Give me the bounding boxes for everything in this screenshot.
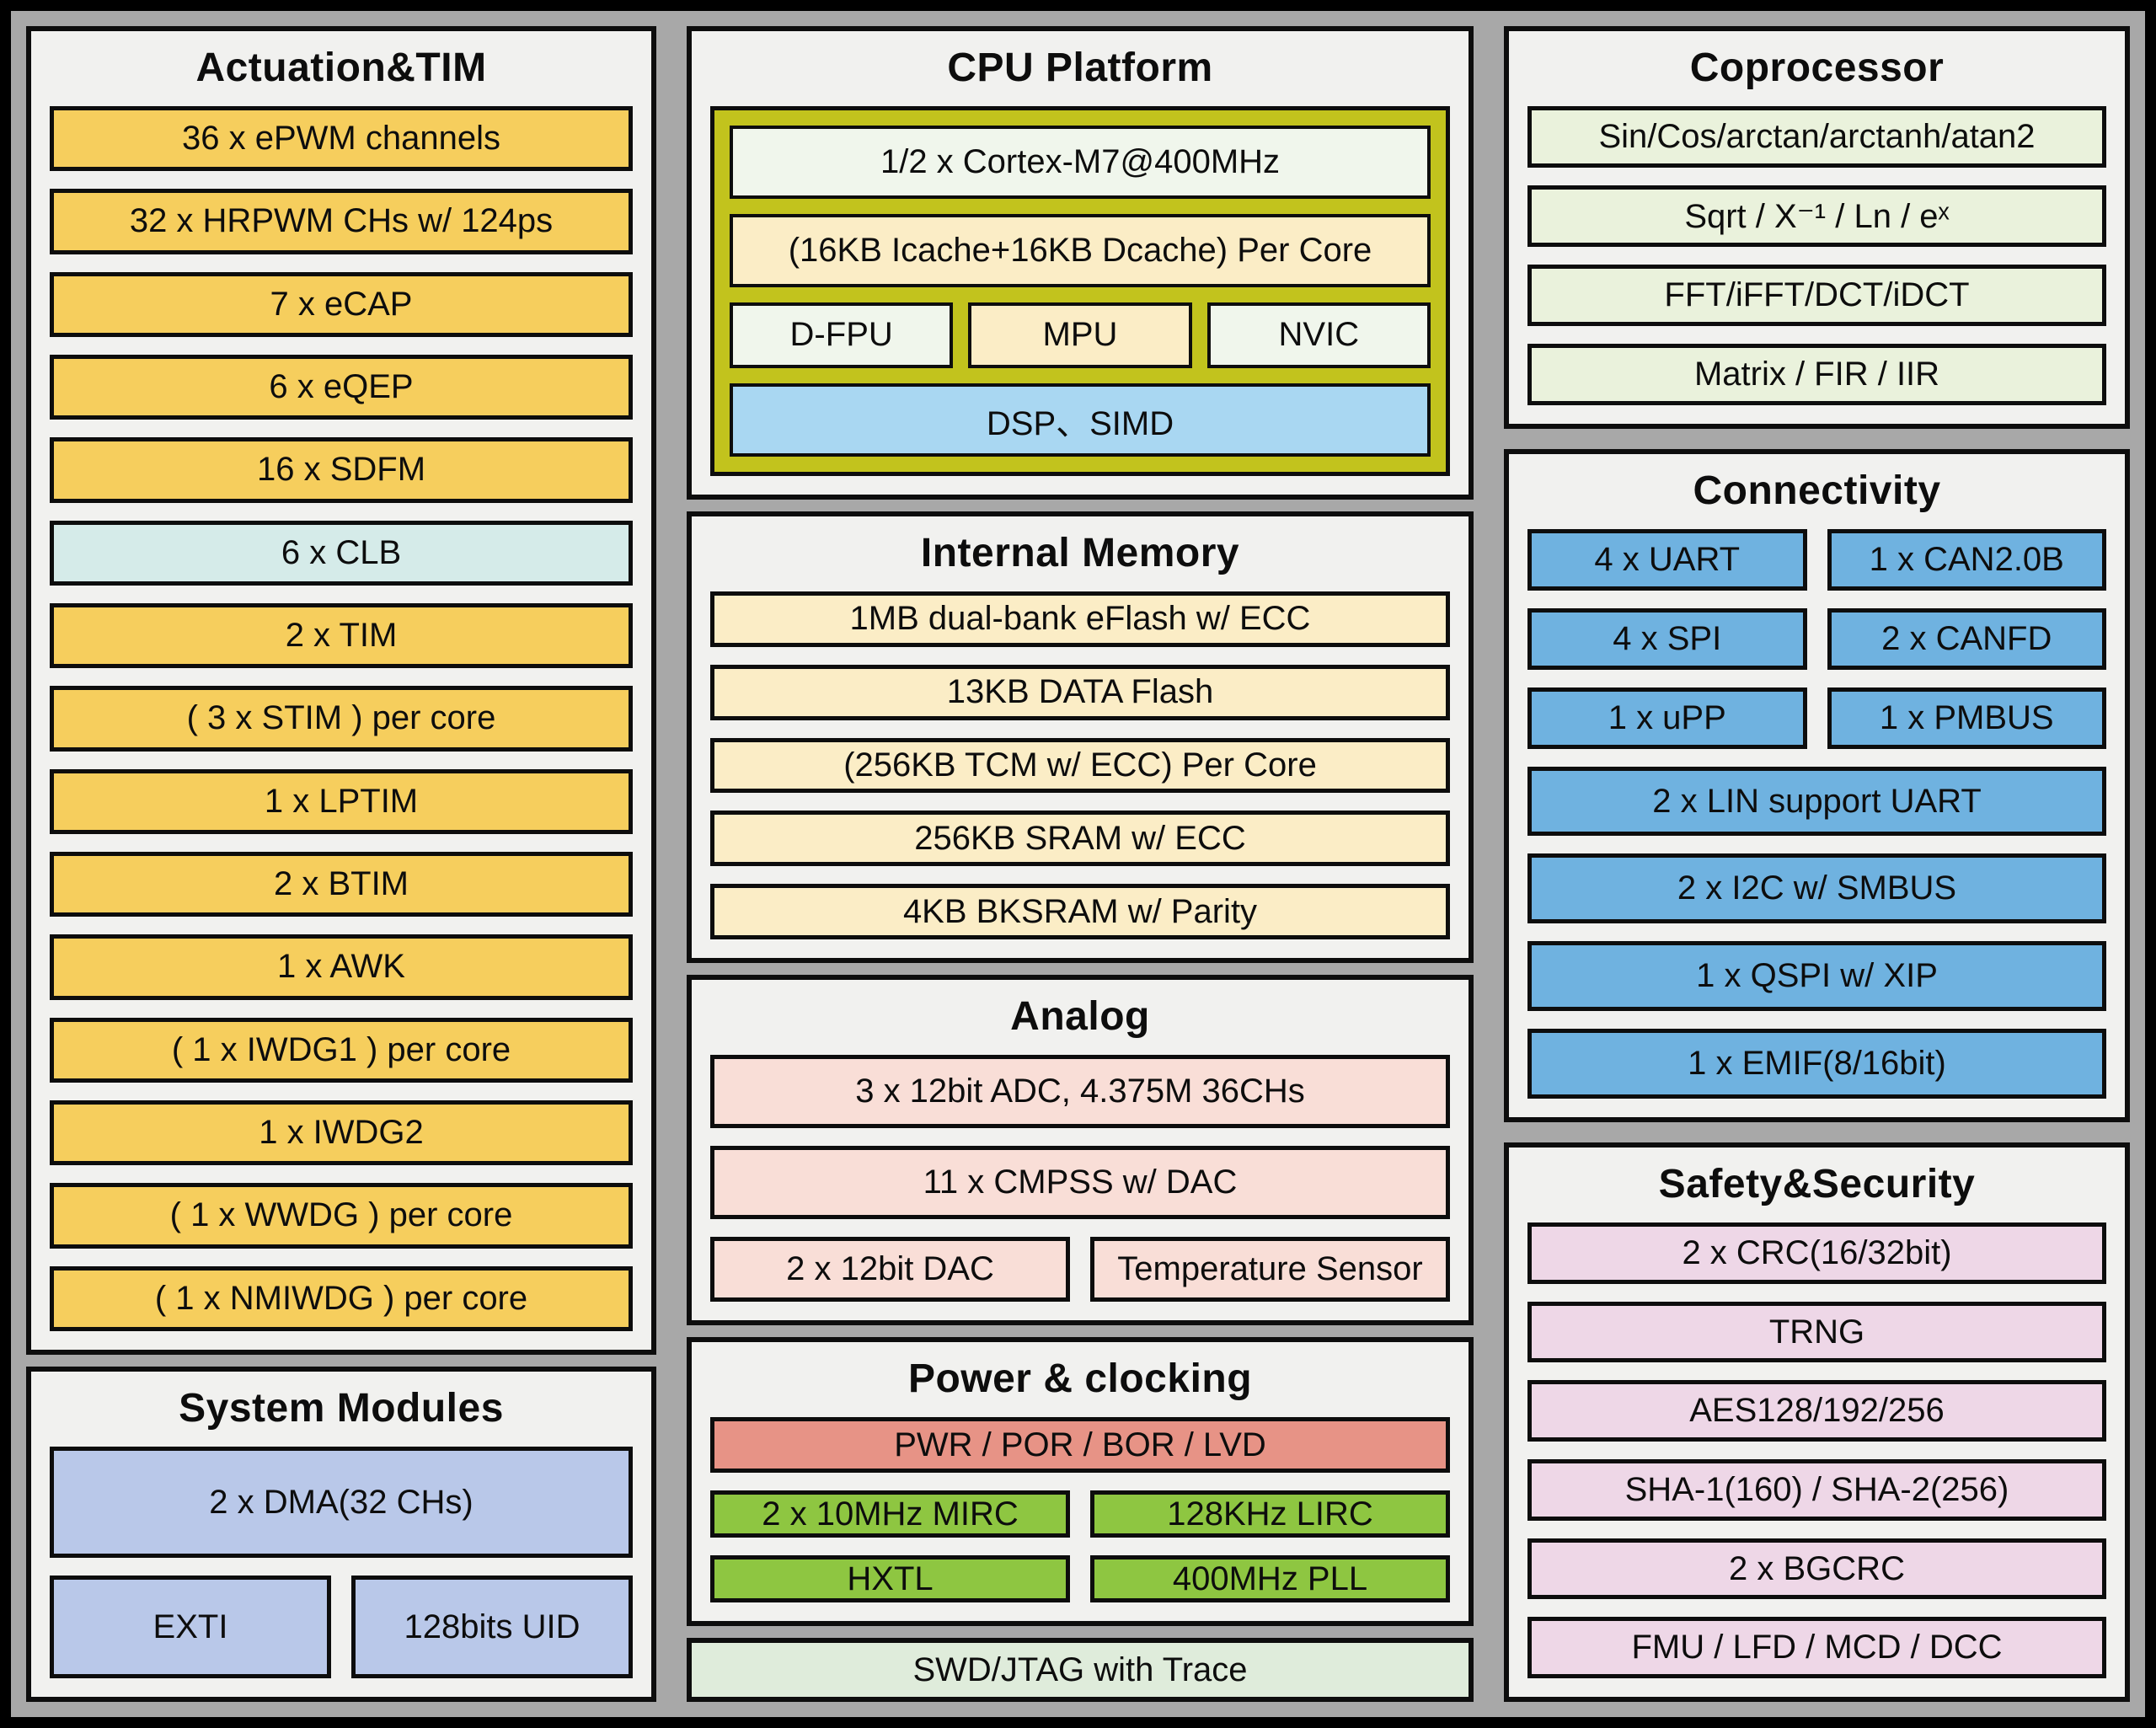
- block-dfpu: D-FPU: [730, 302, 954, 369]
- block-i2c-smbus: 2 x I2C w/ SMBUS: [1527, 853, 2106, 924]
- block-aes: AES128/192/256: [1527, 1380, 2106, 1442]
- block-hrpwm: 32 x HRPWM CHs w/ 124ps: [50, 189, 633, 254]
- power-clocking-rows: PWR / POR / BOR / LVD 2 x 10MHz MIRC 128…: [710, 1417, 1450, 1602]
- block-wwdg: ( 1 x WWDG ) per core: [50, 1183, 633, 1249]
- system-modules-rows: 2 x DMA(32 CHs) EXTI 128bits UID: [50, 1447, 633, 1678]
- block-cache: (16KB Icache+16KB Dcache) Per Core: [730, 213, 1431, 287]
- block-dma: 2 x DMA(32 CHs): [50, 1447, 633, 1558]
- block-matrix-fir-iir: Matrix / FIR / IIR: [1527, 344, 2106, 405]
- panel-coprocessor: Coprocessor Sin/Cos/arctan/arctanh/atan2…: [1504, 26, 2130, 429]
- block-iwdg2: 1 x IWDG2: [50, 1099, 633, 1166]
- block-sram: 256KB SRAM w/ ECC: [710, 811, 1450, 867]
- block-iwdg1: ( 1 x IWDG1 ) per core: [50, 1017, 633, 1083]
- block-fft-dct: FFT/iFFT/DCT/iDCT: [1527, 265, 2106, 326]
- block-awk: 1 x AWK: [50, 934, 633, 1000]
- system-modules-split-row: EXTI 128bits UID: [50, 1576, 633, 1678]
- panel-internal-memory: Internal Memory 1MB dual-bank eFlash w/ …: [687, 511, 1474, 963]
- power-clocking-title: Power & clocking: [907, 1356, 1253, 1401]
- block-uart: 4 x UART: [1527, 529, 1807, 591]
- block-emif: 1 x EMIF(8/16bit): [1527, 1029, 2106, 1099]
- block-sdfm: 16 x SDFM: [50, 437, 633, 503]
- column-right: Coprocessor Sin/Cos/arctan/arctanh/atan2…: [1504, 26, 2130, 1702]
- connectivity-split-row-2: 4 x SPI 2 x CANFD: [1527, 607, 2106, 670]
- coprocessor-title: Coprocessor: [1689, 45, 1945, 90]
- block-pmbus: 1 x PMBUS: [1827, 687, 2106, 749]
- connectivity-split-row-1: 4 x UART 1 x CAN2.0B: [1527, 529, 2106, 591]
- block-lirc: 128KHz LIRC: [1090, 1490, 1450, 1538]
- block-eflash: 1MB dual-bank eFlash w/ ECC: [710, 591, 1450, 647]
- block-exti: EXTI: [50, 1576, 331, 1678]
- block-data-flash: 13KB DATA Flash: [710, 664, 1450, 720]
- cpu-platform-title: CPU Platform: [947, 45, 1213, 90]
- block-stim: ( 3 x STIM ) per core: [50, 686, 633, 752]
- block-qspi-xip: 1 x QSPI w/ XIP: [1527, 941, 2106, 1012]
- block-nmiwdg: ( 1 x NMIWDG ) per core: [50, 1265, 633, 1331]
- block-nvic: NVIC: [1206, 302, 1431, 369]
- analog-title: Analog: [1010, 994, 1150, 1039]
- internal-memory-title: Internal Memory: [920, 531, 1240, 575]
- panel-cpu-platform: CPU Platform 1/2 x Cortex-M7@400MHz (16K…: [687, 26, 1474, 500]
- actuation-tim-title: Actuation&TIM: [195, 45, 487, 90]
- block-hxtl: HXTL: [710, 1555, 1070, 1602]
- block-fmu-lfd-mcd-dcc: FMU / LFD / MCD / DCC: [1527, 1617, 2106, 1679]
- system-modules-title: System Modules: [179, 1386, 504, 1431]
- block-bgcrc: 2 x BGCRC: [1527, 1538, 2106, 1600]
- panel-system-modules: System Modules 2 x DMA(32 CHs) EXTI 128b…: [26, 1367, 656, 1702]
- safety-security-rows: 2 x CRC(16/32bit) TRNG AES128/192/256 SH…: [1527, 1222, 2106, 1679]
- block-sqrt-ln-exp: Sqrt / X⁻¹ / Ln / eˣ: [1527, 185, 2106, 247]
- block-clb: 6 x CLB: [50, 520, 633, 586]
- connectivity-split-row-3: 1 x uPP 1 x PMBUS: [1527, 687, 2106, 749]
- panel-power-clocking: Power & clocking PWR / POR / BOR / LVD 2…: [687, 1337, 1474, 1626]
- block-tcm: (256KB TCM w/ ECC) Per Core: [710, 737, 1450, 794]
- block-crc: 2 x CRC(16/32bit): [1527, 1222, 2106, 1284]
- block-epwm-channels: 36 x ePWM channels: [50, 106, 633, 172]
- coprocessor-rows: Sin/Cos/arctan/arctanh/atan2 Sqrt / X⁻¹ …: [1527, 106, 2106, 405]
- block-lptim: 1 x LPTIM: [50, 768, 633, 834]
- power-split-row-2: HXTL 400MHz PLL: [710, 1555, 1450, 1602]
- block-swd-jtag-trace: SWD/JTAG with Trace: [687, 1638, 1474, 1702]
- power-split-row-1: 2 x 10MHz MIRC 128KHz LIRC: [710, 1490, 1450, 1538]
- block-ecap: 7 x eCAP: [50, 271, 633, 337]
- block-mirc: 2 x 10MHz MIRC: [710, 1490, 1070, 1538]
- block-temperature-sensor: Temperature Sensor: [1090, 1237, 1450, 1302]
- actuation-rows: 36 x ePWM channels 32 x HRPWM CHs w/ 124…: [50, 106, 633, 1331]
- block-trng: TRNG: [1527, 1301, 2106, 1363]
- safety-security-title: Safety&Security: [1658, 1162, 1976, 1206]
- panel-connectivity: Connectivity 4 x UART 1 x CAN2.0B 4 x SP…: [1504, 449, 2130, 1122]
- block-uid: 128bits UID: [351, 1576, 633, 1678]
- block-adc: 3 x 12bit ADC, 4.375M 36CHs: [710, 1055, 1450, 1128]
- column-middle: CPU Platform 1/2 x Cortex-M7@400MHz (16K…: [687, 26, 1474, 1702]
- block-bksram: 4KB BKSRAM w/ Parity: [710, 884, 1450, 939]
- block-sha: SHA-1(160) / SHA-2(256): [1527, 1459, 2106, 1521]
- panel-actuation-tim: Actuation&TIM 36 x ePWM channels 32 x HR…: [26, 26, 656, 1355]
- block-eqep: 6 x eQEP: [50, 354, 633, 420]
- panel-analog: Analog 3 x 12bit ADC, 4.375M 36CHs 11 x …: [687, 975, 1474, 1325]
- cpu-units-row: D-FPU MPU NVIC: [730, 302, 1431, 369]
- analog-rows: 3 x 12bit ADC, 4.375M 36CHs 11 x CMPSS w…: [710, 1055, 1450, 1302]
- block-cortex-m7: 1/2 x Cortex-M7@400MHz: [730, 126, 1431, 199]
- block-trig-functions: Sin/Cos/arctan/arctanh/atan2: [1527, 106, 2106, 168]
- block-canfd: 2 x CANFD: [1827, 607, 2106, 670]
- internal-memory-rows: 1MB dual-bank eFlash w/ ECC 13KB DATA Fl…: [710, 591, 1450, 939]
- block-lin-uart: 2 x LIN support UART: [1527, 766, 2106, 837]
- block-tim: 2 x TIM: [50, 602, 633, 669]
- block-pwr-por-bor-lvd: PWR / POR / BOR / LVD: [710, 1417, 1450, 1473]
- panel-safety-security: Safety&Security 2 x CRC(16/32bit) TRNG A…: [1504, 1142, 2130, 1702]
- connectivity-title: Connectivity: [1693, 468, 1941, 513]
- block-cmpss: 11 x CMPSS w/ DAC: [710, 1146, 1450, 1219]
- block-dsp-simd: DSP、SIMD: [730, 383, 1431, 457]
- block-upp: 1 x uPP: [1527, 687, 1807, 749]
- connectivity-rows: 4 x UART 1 x CAN2.0B 4 x SPI 2 x CANFD 1…: [1527, 529, 2106, 1099]
- column-left: Actuation&TIM 36 x ePWM channels 32 x HR…: [26, 26, 656, 1702]
- cpu-core-container: 1/2 x Cortex-M7@400MHz (16KB Icache+16KB…: [710, 106, 1450, 476]
- block-can20b: 1 x CAN2.0B: [1827, 529, 2106, 591]
- block-dac: 2 x 12bit DAC: [710, 1237, 1070, 1302]
- analog-split-row: 2 x 12bit DAC Temperature Sensor: [710, 1237, 1450, 1302]
- block-spi: 4 x SPI: [1527, 607, 1807, 670]
- block-btim: 2 x BTIM: [50, 851, 633, 917]
- block-pll: 400MHz PLL: [1090, 1555, 1450, 1602]
- block-mpu: MPU: [968, 302, 1192, 369]
